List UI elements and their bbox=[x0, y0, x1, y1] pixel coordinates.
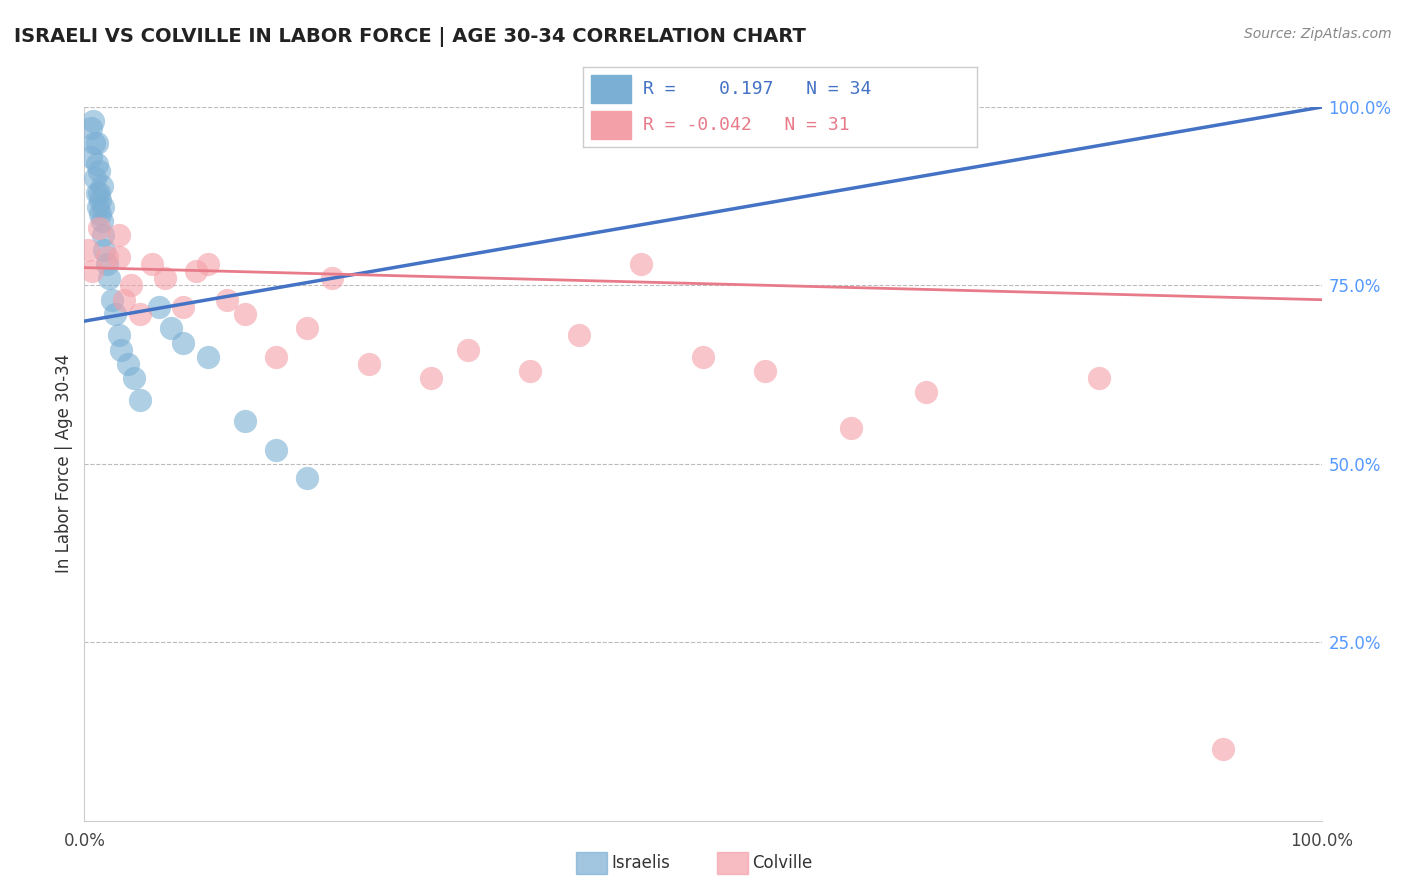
Point bbox=[233, 307, 256, 321]
Point bbox=[122, 371, 145, 385]
Point bbox=[91, 228, 114, 243]
Point bbox=[87, 200, 110, 214]
Point bbox=[104, 307, 127, 321]
Point bbox=[215, 293, 238, 307]
Point bbox=[129, 307, 152, 321]
Point bbox=[264, 442, 287, 457]
Text: Source: ZipAtlas.com: Source: ZipAtlas.com bbox=[1244, 27, 1392, 41]
Point bbox=[141, 257, 163, 271]
Point bbox=[754, 364, 776, 378]
Text: ISRAELI VS COLVILLE IN LABOR FORCE | AGE 30-34 CORRELATION CHART: ISRAELI VS COLVILLE IN LABOR FORCE | AGE… bbox=[14, 27, 806, 46]
Point bbox=[117, 357, 139, 371]
Point bbox=[89, 221, 111, 235]
Point bbox=[172, 300, 194, 314]
Point bbox=[89, 207, 111, 221]
Point bbox=[1088, 371, 1111, 385]
Point bbox=[295, 321, 318, 335]
Point bbox=[89, 186, 111, 200]
Point bbox=[295, 471, 318, 485]
Point bbox=[914, 385, 936, 400]
Point bbox=[457, 343, 479, 357]
Point bbox=[100, 293, 122, 307]
Text: R =    0.197   N = 34: R = 0.197 N = 34 bbox=[643, 80, 870, 98]
Point bbox=[110, 343, 132, 357]
Point bbox=[630, 257, 652, 271]
Text: R = -0.042   N = 31: R = -0.042 N = 31 bbox=[643, 116, 849, 134]
Point bbox=[108, 228, 131, 243]
Point bbox=[108, 328, 131, 343]
Point bbox=[519, 364, 541, 378]
Point bbox=[84, 171, 107, 186]
Point bbox=[89, 193, 111, 207]
Point bbox=[357, 357, 380, 371]
Point bbox=[93, 243, 115, 257]
Point bbox=[184, 264, 207, 278]
Point bbox=[83, 136, 105, 150]
FancyBboxPatch shape bbox=[592, 75, 631, 103]
Point bbox=[112, 293, 135, 307]
Point bbox=[86, 157, 108, 171]
Point bbox=[148, 300, 170, 314]
Point bbox=[197, 257, 219, 271]
Point bbox=[98, 271, 121, 285]
Point bbox=[172, 335, 194, 350]
Point bbox=[160, 321, 183, 335]
Point bbox=[86, 136, 108, 150]
Point bbox=[89, 164, 111, 178]
Point bbox=[96, 250, 118, 264]
Point bbox=[91, 200, 114, 214]
Point bbox=[233, 414, 256, 428]
Point bbox=[82, 114, 104, 128]
Point bbox=[1212, 742, 1234, 756]
Point bbox=[120, 278, 142, 293]
Point bbox=[841, 421, 863, 435]
Point bbox=[153, 271, 176, 285]
Point bbox=[568, 328, 591, 343]
Point bbox=[79, 150, 101, 164]
Point bbox=[108, 250, 131, 264]
Point bbox=[692, 350, 714, 364]
Point bbox=[80, 264, 103, 278]
Point bbox=[86, 186, 108, 200]
Point bbox=[96, 257, 118, 271]
Point bbox=[79, 121, 101, 136]
Point bbox=[77, 243, 100, 257]
Point bbox=[264, 350, 287, 364]
Point bbox=[419, 371, 441, 385]
Point bbox=[197, 350, 219, 364]
Point bbox=[129, 392, 152, 407]
Point bbox=[90, 214, 112, 228]
Point bbox=[90, 178, 112, 193]
FancyBboxPatch shape bbox=[592, 112, 631, 139]
Text: Colville: Colville bbox=[752, 854, 813, 871]
Point bbox=[321, 271, 343, 285]
Text: Israelis: Israelis bbox=[612, 854, 671, 871]
Y-axis label: In Labor Force | Age 30-34: In Labor Force | Age 30-34 bbox=[55, 354, 73, 574]
